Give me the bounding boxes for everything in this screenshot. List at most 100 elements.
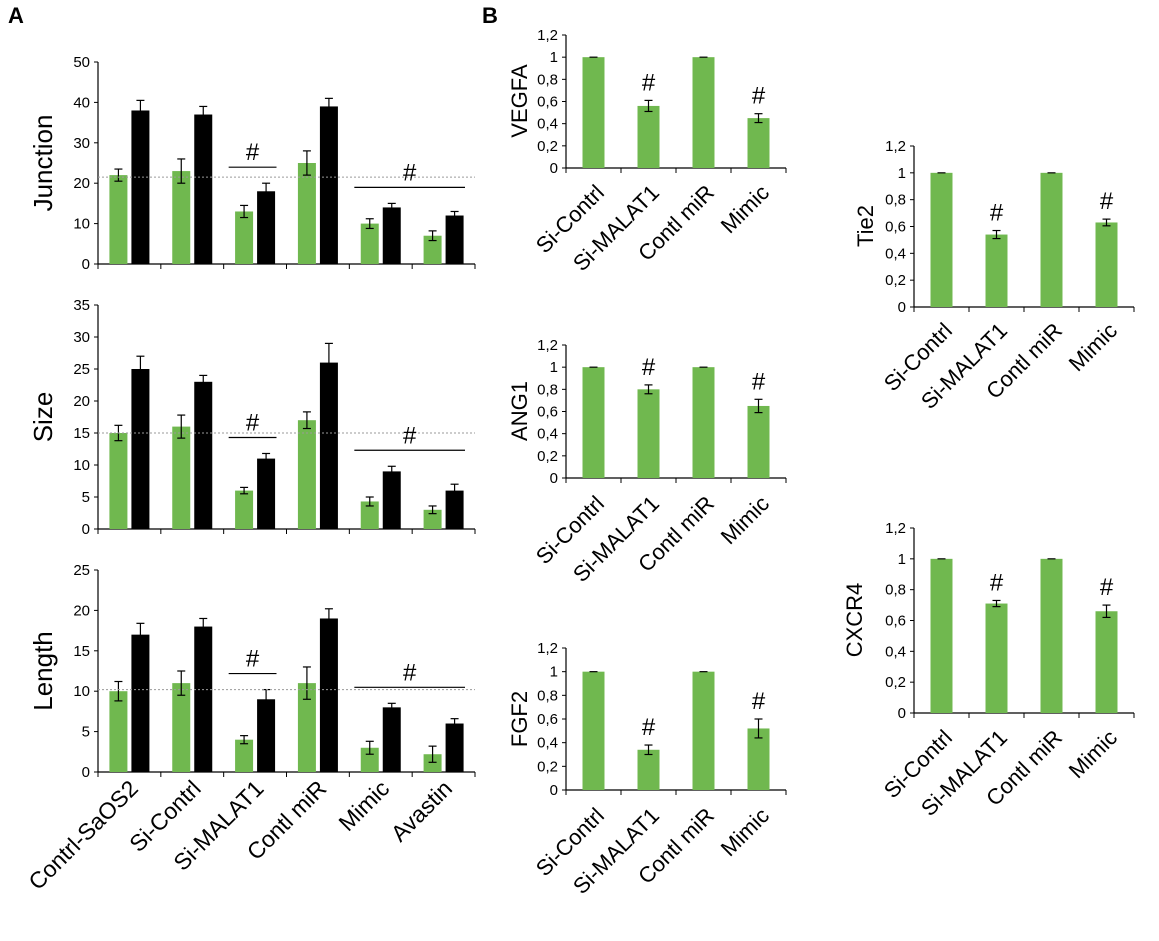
significance-mark: # — [1100, 188, 1114, 215]
significance-mark: # — [752, 368, 766, 395]
bar-green-1 — [172, 171, 191, 264]
y-axis-label: Length — [28, 631, 58, 711]
y-tick-label: 5 — [82, 724, 90, 741]
bar-black-1 — [194, 114, 213, 265]
y-tick-label: 1,2 — [537, 27, 558, 44]
bar-black-5 — [445, 723, 464, 772]
y-tick-label: 0 — [550, 470, 558, 487]
y-tick-label: 0 — [82, 521, 90, 538]
y-axis-label: Tie2 — [853, 205, 878, 247]
y-tick-label: 0,2 — [537, 138, 558, 155]
y-tick-label: 1,2 — [885, 138, 906, 155]
bar-black-0 — [131, 369, 150, 529]
bar-black-2 — [257, 191, 276, 264]
bar-green-1 — [637, 105, 660, 168]
significance-mark: # — [642, 69, 656, 96]
y-tick-label: 20 — [73, 602, 90, 619]
category-label: Mimic — [716, 803, 774, 861]
y-tick-label: 40 — [73, 94, 90, 111]
category-label: Mimic — [716, 491, 774, 549]
bar-green-3 — [1095, 222, 1118, 307]
y-tick-label: 0 — [898, 705, 906, 722]
bar-green-2 — [692, 671, 715, 790]
bar-green-1 — [172, 426, 191, 529]
bar-green-0 — [582, 57, 605, 168]
bar-black-4 — [382, 707, 401, 772]
bar-black-5 — [445, 215, 464, 264]
y-tick-label: 0 — [82, 764, 90, 781]
significance-mark: # — [246, 139, 260, 166]
y-tick-label: 0,6 — [537, 404, 558, 421]
bar-black-3 — [319, 106, 338, 264]
bar-green-3 — [297, 420, 316, 529]
y-tick-label: 0,4 — [885, 643, 906, 660]
category-label: Contrl-SaOS2 — [23, 775, 143, 895]
bar-green-3 — [297, 163, 316, 264]
bar-green-2 — [235, 211, 254, 264]
y-axis-label: ANG1 — [507, 381, 532, 441]
y-tick-label: 1,2 — [885, 520, 906, 537]
significance-mark: # — [752, 83, 766, 110]
y-tick-label: 1 — [898, 165, 906, 182]
bar-green-4 — [360, 501, 379, 529]
significance-mark: # — [246, 646, 260, 673]
y-tick-label: 0,6 — [885, 219, 906, 236]
bar-green-0 — [582, 367, 605, 478]
significance-mark: # — [403, 659, 417, 686]
bar-black-4 — [382, 471, 401, 529]
y-axis-label: FGF2 — [507, 691, 532, 747]
bar-black-3 — [319, 618, 338, 772]
y-tick-label: 1 — [550, 664, 558, 681]
bar-green-0 — [930, 172, 953, 307]
bar-black-5 — [445, 490, 464, 529]
y-tick-label: 0 — [550, 782, 558, 799]
y-tick-label: 1 — [550, 359, 558, 376]
y-tick-label: 0,6 — [885, 613, 906, 630]
y-tick-label: 0,2 — [885, 272, 906, 289]
y-tick-label: 1,2 — [537, 640, 558, 657]
category-label: Avastin — [386, 775, 457, 846]
bar-green-1 — [637, 749, 660, 790]
bar-green-2 — [235, 739, 254, 772]
bar-green-0 — [582, 671, 605, 790]
y-tick-label: 0,8 — [885, 582, 906, 599]
bar-green-1 — [985, 603, 1008, 713]
bar-green-3 — [747, 118, 770, 168]
significance-mark: # — [642, 354, 656, 381]
bar-green-2 — [1040, 172, 1063, 307]
bar-green-4 — [360, 223, 379, 264]
bar-green-2 — [692, 57, 715, 168]
bar-green-5 — [423, 235, 442, 264]
bar-green-1 — [637, 389, 660, 478]
y-tick-label: 0,4 — [537, 426, 558, 443]
y-tick-label: 0,4 — [537, 116, 558, 133]
bar-green-5 — [423, 509, 442, 529]
bar-black-4 — [382, 207, 401, 264]
y-tick-label: 0,2 — [537, 448, 558, 465]
chart-ang1: 00,20,40,60,811,2ANG1##Si-ContrlSi-MALAT… — [507, 337, 787, 587]
y-tick-label: 1,2 — [537, 337, 558, 354]
y-tick-label: 0 — [82, 256, 90, 273]
category-label: Mimic — [1064, 318, 1122, 376]
bar-black-3 — [319, 362, 338, 529]
y-tick-label: 15 — [73, 425, 90, 442]
y-tick-label: 0,8 — [885, 192, 906, 209]
y-tick-label: 25 — [73, 361, 90, 378]
category-label: Mimic — [1064, 725, 1122, 783]
y-tick-label: 20 — [73, 175, 90, 192]
y-tick-label: 0,8 — [537, 381, 558, 398]
y-tick-label: 20 — [73, 393, 90, 410]
chart-junction: 0 10 20 30 40 50 Junction # # — [28, 54, 476, 273]
bar-black-0 — [131, 634, 150, 772]
bar-black-2 — [257, 458, 276, 529]
y-tick-label: 10 — [73, 457, 90, 474]
bar-black-0 — [131, 110, 150, 264]
y-tick-label: 0,8 — [537, 71, 558, 88]
y-tick-label: 0,6 — [537, 711, 558, 728]
y-tick-label: 30 — [73, 135, 90, 152]
